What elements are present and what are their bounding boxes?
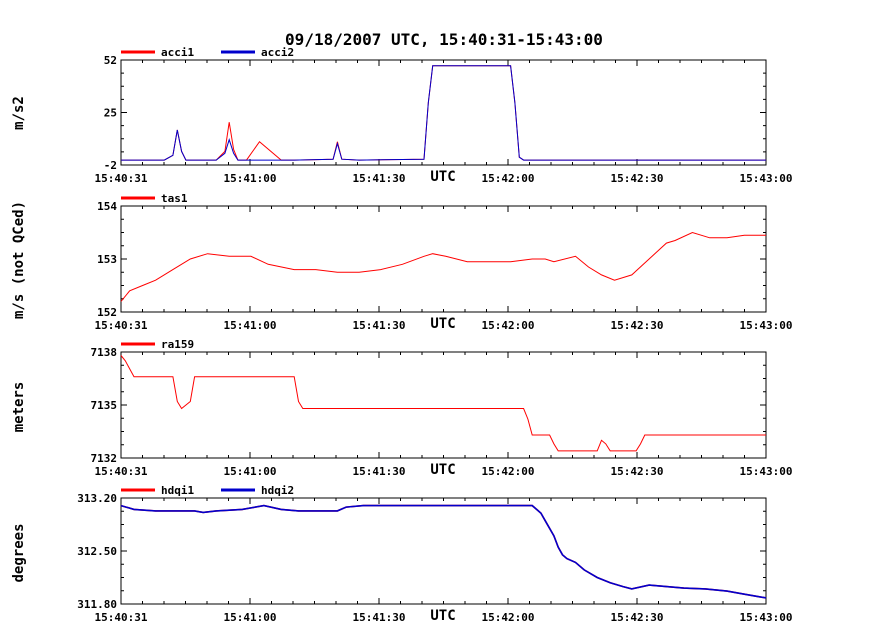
x-tick-label: 15:41:00	[224, 465, 277, 478]
x-tick-label: 15:43:00	[740, 465, 793, 478]
ylabel-panel-3: meters	[11, 382, 27, 433]
x-axis-label: UTC	[430, 316, 455, 332]
y-tick-label: 312.50	[77, 545, 117, 558]
ylabel-panel-2-3: m/s (not QCed)	[11, 201, 27, 319]
x-tick-label: 15:42:30	[611, 172, 664, 185]
x-tick-label: 15:42:00	[482, 319, 535, 332]
legend-label-acci2: acci2	[261, 46, 294, 59]
series-line-hdqi2	[120, 504, 767, 599]
y-tick-label: 7135	[91, 399, 118, 412]
series-line-acci1	[121, 65, 766, 161]
x-tick-label: 15:42:00	[482, 465, 535, 478]
plot-frame	[120, 205, 767, 313]
x-tick-label: 15:40:31	[95, 465, 148, 478]
ylabel-panel-1: m/s2	[11, 96, 27, 130]
chart-title: 09/18/2007 UTC, 15:40:31-15:43:00	[285, 30, 603, 49]
y-tick-label: 25	[104, 107, 117, 120]
y-tick-label: 153	[97, 253, 117, 266]
x-tick-label: 15:40:31	[95, 611, 148, 624]
x-tick-label: 15:41:30	[353, 319, 406, 332]
series-line-ra159	[120, 355, 766, 452]
series-line-tas1	[120, 231, 766, 302]
x-axis-label: UTC	[430, 608, 455, 624]
x-tick-label: 15:42:30	[611, 465, 664, 478]
plot-frame	[120, 59, 767, 166]
x-tick-label: 15:42:00	[482, 611, 535, 624]
y-tick-label: 7138	[91, 346, 118, 359]
plot-frame	[120, 497, 767, 605]
legend-label-acci1: acci1	[161, 46, 194, 59]
x-tick-label: 15:42:30	[611, 319, 664, 332]
x-axis-label: UTC	[430, 462, 455, 478]
x-tick-label: 15:41:30	[353, 611, 406, 624]
x-tick-label: 15:41:00	[224, 172, 277, 185]
x-tick-label: 15:41:30	[353, 465, 406, 478]
y-tick-label: 154	[97, 200, 117, 213]
x-tick-label: 15:43:00	[740, 611, 793, 624]
x-axis-label: UTC	[430, 169, 455, 185]
y-tick-label: -2	[104, 159, 117, 172]
legend-label-tas1: tas1	[161, 192, 188, 205]
legend-label-ra159: ra159	[161, 338, 194, 351]
x-tick-label: 15:41:30	[353, 172, 406, 185]
panel-1: 52 25 -215:40:31 15:41:00 15:41:30 15:42:00 15…	[95, 46, 793, 185]
y-tick-label: 311.80	[77, 598, 117, 611]
y-tick-label: 52	[104, 54, 117, 67]
y-tick-label: 7132	[91, 452, 118, 465]
legend-label-hdqi2: hdqi2	[261, 484, 294, 497]
x-tick-label: 15:42:30	[611, 611, 664, 624]
x-tick-label: 15:43:00	[740, 172, 793, 185]
ylabel-panel-4: degrees	[11, 523, 27, 582]
series-line-hdqi1	[120, 504, 767, 599]
x-tick-label: 15:42:00	[482, 172, 535, 185]
x-tick-label: 15:40:31	[95, 319, 148, 332]
x-tick-label: 15:41:00	[224, 319, 277, 332]
y-tick-label: 152	[97, 306, 117, 319]
x-tick-label: 15:40:31	[95, 172, 148, 185]
legend-label-hdqi1: hdqi1	[161, 484, 194, 497]
x-tick-label: 15:41:00	[224, 611, 277, 624]
x-tick-label: 15:43:00	[740, 319, 793, 332]
y-tick-label: 313.20	[77, 492, 117, 505]
series-line-acci2	[121, 65, 766, 161]
plot-frame	[120, 351, 767, 459]
